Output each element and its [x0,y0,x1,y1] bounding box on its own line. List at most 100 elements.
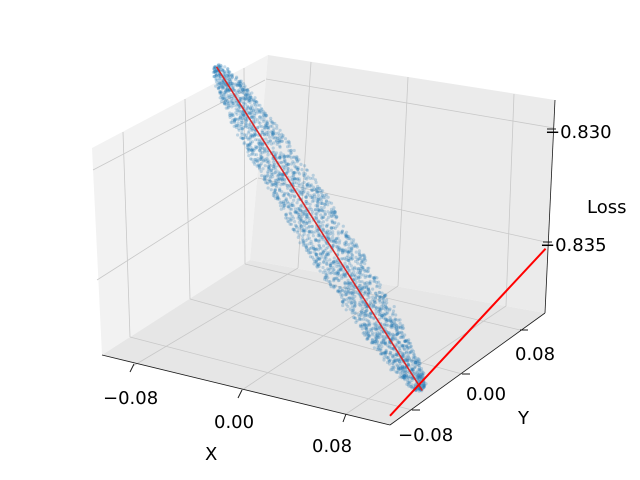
cloud-point [331,284,335,288]
cloud-point [324,242,329,246]
cloud-point [381,297,385,302]
cloud-point [415,362,419,366]
cloud-point [349,281,353,285]
cloud-point [397,340,402,344]
cloud-point [361,300,365,304]
cloud-point [378,295,382,299]
cloud-point [380,307,384,311]
cloud-point [221,96,225,100]
cloud-point [378,295,382,299]
cloud-point [245,91,249,95]
cloud-point [259,111,263,115]
cloud-point [368,281,372,285]
cloud-point [293,207,297,211]
cloud-point [379,310,383,314]
cloud-point [366,291,370,295]
cloud-point [305,185,309,189]
x-tick-label-2: 0.00 [214,412,254,433]
cloud-point [339,247,343,251]
cloud-point [347,287,351,291]
cloud-point [261,146,265,150]
cloud-point [401,353,405,357]
z-tick-label-1: −0.830 [545,122,612,143]
cloud-point [304,199,308,203]
cloud-point [301,239,305,243]
cloud-point [224,89,228,93]
cloud-point [389,368,393,372]
cloud-point [366,292,370,296]
cloud-point [221,81,225,85]
cloud-point [226,94,230,98]
cloud-point [239,98,243,102]
cloud-point [321,227,325,231]
cloud-point [393,360,397,364]
cloud-point [365,309,369,313]
cloud-point [320,235,324,239]
cloud-point [313,216,317,220]
cloud-point [363,256,367,260]
cloud-point [271,146,275,150]
cloud-point [330,220,334,224]
cloud-point [238,81,242,85]
cloud-point [420,376,424,380]
cloud-point [223,95,227,100]
cloud-point [329,207,334,211]
cloud-point [411,355,415,359]
cloud-point [403,339,407,343]
cloud-point [254,100,258,104]
cloud-point [253,147,257,151]
cloud-point [398,364,402,368]
cloud-point [339,293,343,297]
cloud-point [238,84,242,88]
cloud-point [317,256,321,261]
cloud-point [256,125,260,130]
cloud-point [373,305,377,309]
cloud-point [324,247,328,251]
cloud-point [241,136,245,140]
cloud-point [251,135,255,139]
cloud-point [340,251,345,255]
cloud-point [225,97,229,101]
cloud-point [242,113,246,117]
cloud-point [402,376,406,380]
cloud-point [239,118,243,123]
cloud-point [319,198,323,203]
cloud-point [374,324,378,328]
cloud-point [376,323,380,328]
cloud-point [345,265,349,269]
cloud-point [318,186,322,190]
cloud-point [251,160,255,164]
cloud-point [409,385,413,389]
cloud-point [347,259,351,263]
cloud-point [359,286,363,291]
cloud-point [276,136,280,140]
cloud-point [261,167,265,171]
cloud-point [301,190,305,194]
cloud-point [289,149,293,153]
cloud-point [258,103,262,107]
cloud-point [367,320,371,324]
cloud-point [337,289,341,293]
cloud-point [402,374,406,378]
cloud-point [306,233,310,237]
cloud-point [271,160,275,164]
cloud-point [299,192,303,196]
cloud-point [254,109,258,113]
cloud-point [288,154,292,158]
cloud-point [358,317,362,321]
cloud-point [314,226,318,230]
cloud-point [398,361,402,365]
cloud-point [265,114,269,118]
cloud-point [281,201,286,205]
cloud-point [300,226,304,230]
cloud-point [410,366,414,370]
cloud-point [249,109,253,113]
cloud-point [311,234,315,238]
cloud-point [356,257,360,261]
cloud-point [342,272,346,276]
cloud-point [342,249,346,253]
cloud-point [276,197,280,201]
cloud-point [395,328,399,332]
cloud-point [271,175,275,179]
cloud-point [407,376,411,380]
